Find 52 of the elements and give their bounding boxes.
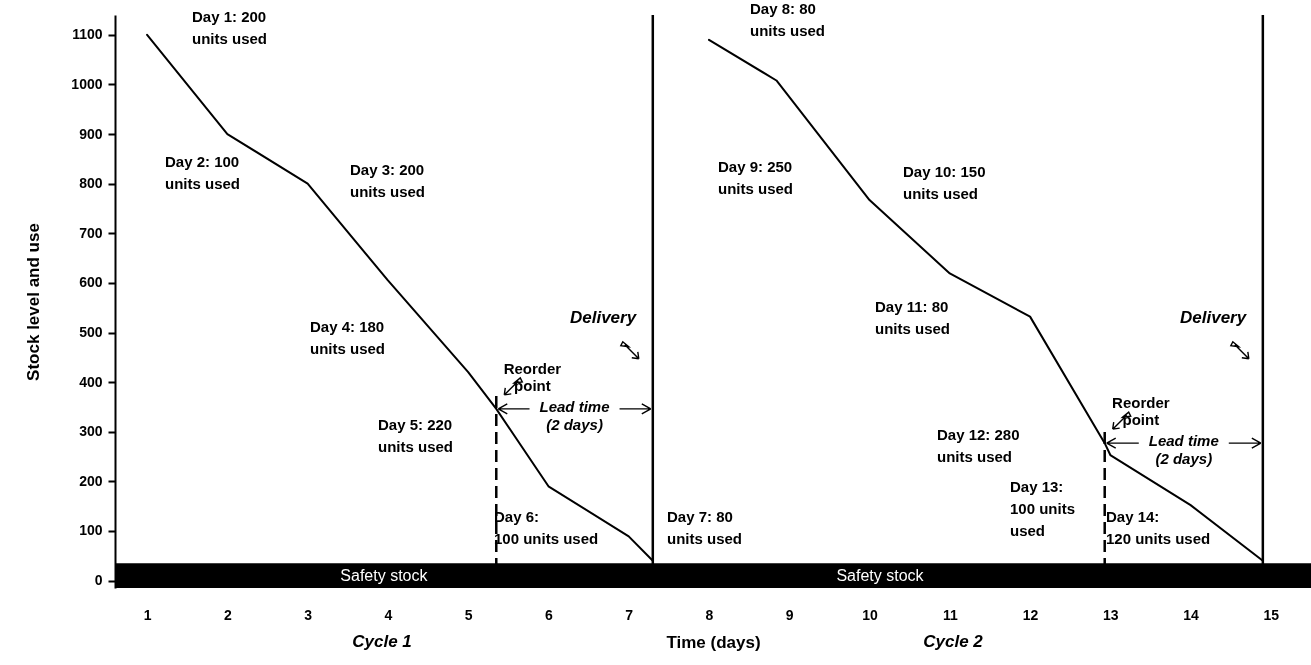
y-tick-label: 1100 [72,26,103,43]
annotation: Day 7: 80 units used [667,508,743,547]
annotation: Day 8: 80 units used [750,0,826,39]
y-tick-label: 500 [79,324,103,341]
text: Cycle 1 [352,632,412,651]
x-tick-label: 14 [1183,606,1200,623]
y-tick-label: 600 [79,274,103,291]
x-tick-label: 11 [942,606,958,623]
x-tick-label: 4 [384,606,393,623]
x-tick-label: 13 [1103,606,1119,623]
ref-line-label: Delivery [569,308,638,328]
ref-line-label: Reorder point [1112,394,1170,429]
annotation: Day 9: 250 units used [718,158,794,197]
band-label: Safety stock [340,566,429,584]
y-tick-label: 0 [94,572,103,589]
annotation: Day 1: 200 units used [192,8,268,47]
text: Cycle 2 [923,632,984,651]
annotation: Safety stock [836,567,925,584]
annotation: Day 5: 220 units used [378,416,454,455]
y-tick-label: 900 [79,125,103,142]
y-tick-label: 300 [79,423,103,440]
x-tick-label: 1 [143,606,152,623]
y-tick-label: 1000 [71,75,103,92]
y-tick-label: 800 [79,175,103,192]
annotation: Day 10: 150 units used [903,163,986,202]
x-tick-label: 6 [545,606,554,623]
x-tick-label: 10 [862,606,879,623]
x-tick-label: 5 [464,606,473,623]
annotation: Day 13: 100 units used [1010,478,1076,539]
x-tick-label: 15 [1263,606,1280,623]
annotation: Day 11: 80 units used [875,298,951,337]
y-axis-title: Stock level and use [24,223,44,381]
x-tick-label: 2 [223,606,232,623]
annotation: Day 4: 180 units used [310,318,386,357]
y-tick-label: 200 [79,472,103,489]
x-tick-label: 12 [1022,606,1039,623]
ref-line-label: Delivery [1179,308,1248,328]
y-tick-label: 400 [79,373,103,390]
x-tick-label: 8 [705,606,714,623]
annotation: Lead time (2 days) [539,397,610,433]
y-tick-label: 100 [79,522,103,539]
ref-line-label: Reorder point [503,360,562,395]
annotation: Day 2: 100 units used [165,153,241,192]
annotation: Day 14: 120 units used [1106,508,1211,547]
x-tick-label: 9 [785,606,794,623]
x-axis-title: Time (days) [666,632,761,652]
x-tick-label: 3 [304,606,313,623]
annotation: Day 3: 200 units used [350,161,426,200]
x-tick-label: 7 [625,606,634,623]
annotation: Day 12: 280 units used [937,426,1020,465]
annotation: Lead time (2 days) [1148,432,1219,468]
y-tick-label: 700 [79,224,103,241]
